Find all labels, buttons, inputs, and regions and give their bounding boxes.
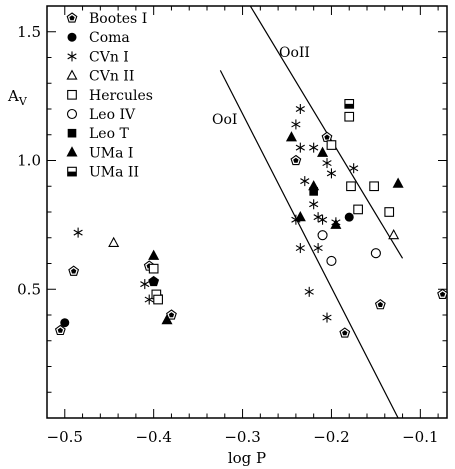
y-tick-label: 1.0 (17, 152, 41, 170)
y-tick-label: 1.5 (17, 23, 41, 41)
point-uma-i (148, 249, 160, 260)
legend-item-uma-ii: UMa II (67, 165, 139, 181)
point-leo-iv (326, 255, 337, 266)
legend-item-leo-t: Leo T (67, 126, 129, 142)
point-cvn-i (291, 119, 301, 130)
point-uma-i (285, 131, 297, 142)
legend-item-leo-iv: Leo IV (66, 107, 136, 123)
reference-line-ooi (219, 70, 399, 418)
reference-lines (219, 6, 404, 418)
legend-marker-leo-t (67, 128, 77, 138)
point-uma-i (392, 177, 404, 188)
axis-ticks: −0.5 −0.4 −0.3 −0.2 −0.1 0.5 1.0 1.5 (17, 5, 447, 446)
point-cvn-ii (388, 229, 400, 240)
reference-label-ooii: OoII (279, 45, 310, 61)
legend-label-cvn-ii: CVn II (89, 69, 134, 85)
x-tick-label: −0.2 (313, 428, 349, 446)
y-axis-label-subscript: V (18, 95, 28, 108)
point-bootes-i (54, 324, 66, 336)
point-hercules (326, 140, 337, 150)
legend-item-cvn-ii: CVn II (66, 69, 134, 85)
legend: Bootes I Coma CVn I CVn II Hercules Leo IV Leo… (66, 11, 153, 181)
legend-marker-leo-iv (66, 108, 78, 120)
y-axis-label: AV (7, 87, 28, 108)
point-bootes-i (321, 131, 333, 142)
point-uma-ii (344, 99, 355, 109)
legend-marker-cvn-ii (66, 69, 78, 80)
point-cvn-i (349, 163, 359, 174)
legend-item-cvn-i: CVn I (67, 49, 129, 65)
legend-label-uma-i: UMa I (89, 145, 133, 161)
point-coma (60, 318, 70, 328)
point-hercules (369, 181, 379, 192)
point-hercules (353, 204, 363, 215)
reference-line-ooii (249, 6, 404, 259)
point-hercules (344, 111, 355, 122)
legend-label-cvn-i: CVn I (89, 49, 129, 65)
legend-label-leo-iv: Leo IV (89, 107, 136, 123)
x-tick-label: −0.3 (224, 428, 260, 446)
point-bootes-i (339, 327, 351, 338)
point-cvn-ii (108, 236, 120, 247)
point-bootes-i (374, 299, 386, 310)
point-cvn-i (295, 243, 305, 254)
point-uma-i (317, 146, 329, 157)
legend-label-bootes-i: Bootes I (89, 11, 147, 27)
legend-marker-uma-ii (67, 166, 77, 177)
point-cvn-i (322, 158, 332, 169)
point-cvn-i (300, 176, 310, 187)
point-cvn-i (295, 142, 305, 153)
point-cvn-i (309, 142, 319, 153)
point-hercules (153, 294, 163, 305)
point-cvn-i (317, 214, 328, 225)
legend-item-bootes-i: Bootes I (66, 11, 147, 27)
point-bootes-i (290, 154, 302, 166)
legend-label-leo-t: Leo T (89, 126, 129, 142)
y-axis-label-main: A (7, 87, 19, 105)
x-tick-label: −0.4 (135, 428, 171, 446)
legend-item-hercules: Hercules (67, 88, 153, 104)
point-coma (149, 277, 159, 287)
legend-marker-cvn-i (67, 51, 77, 62)
point-leo-iv (317, 230, 328, 241)
point-uma-i (161, 313, 173, 325)
legend-item-uma-i: UMa I (66, 145, 133, 161)
point-leo-iv (370, 248, 381, 259)
point-cvn-i (322, 312, 332, 323)
point-cvn-i (326, 168, 337, 179)
point-coma (344, 212, 354, 222)
legend-label-uma-ii: UMa II (89, 165, 139, 181)
legend-marker-hercules (67, 89, 77, 100)
point-cvn-i (73, 227, 83, 238)
legend-label-coma: Coma (89, 30, 130, 46)
point-uma-i (330, 218, 342, 229)
point-cvn-i (140, 279, 150, 290)
point-uma-i (294, 210, 306, 222)
point-leo-t (309, 187, 318, 196)
point-cvn-i (313, 243, 323, 254)
legend-label-hercules: Hercules (89, 88, 153, 104)
point-bootes-i (437, 288, 448, 300)
point-hercules (346, 181, 356, 192)
point-hercules (148, 263, 159, 274)
legend-item-coma: Coma (67, 30, 130, 46)
legend-marker-coma (67, 32, 77, 42)
point-cvn-i (309, 199, 319, 210)
legend-marker-bootes-i (66, 12, 78, 23)
point-bootes-i (166, 309, 177, 320)
point-hercules (384, 207, 395, 217)
point-uma-i (308, 180, 320, 191)
x-axis-label: log P (228, 449, 266, 467)
x-tick-label: −0.5 (47, 428, 83, 446)
y-tick-label: 0.5 (17, 280, 41, 298)
point-cvn-i (304, 286, 314, 297)
x-tick-label: −0.1 (402, 428, 438, 446)
data-points (54, 99, 448, 338)
legend-marker-uma-i (66, 146, 78, 157)
reference-label-ooi: OoI (212, 112, 237, 128)
point-cvn-i (295, 104, 305, 114)
point-bootes-i (68, 265, 80, 276)
